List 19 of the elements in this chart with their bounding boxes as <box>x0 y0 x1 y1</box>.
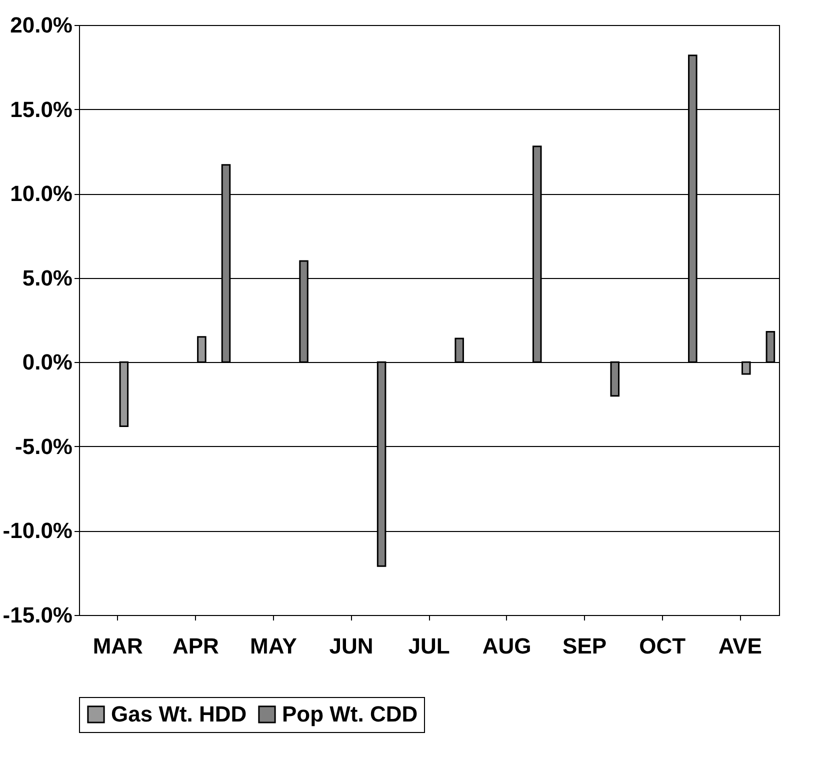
x-tick-label: MAY <box>250 634 298 658</box>
x-tick-label: AVE <box>718 634 762 658</box>
y-tick-label: -10.0% <box>2 518 72 544</box>
x-tick-label: AUG <box>482 634 532 658</box>
x-tick-label: MAR <box>92 634 144 658</box>
y-tick-label: -15.0% <box>2 602 72 628</box>
y-tick-label: -5.0% <box>15 434 72 459</box>
x-tick-label: JUN <box>329 634 374 658</box>
y-tick-label: 15.0% <box>10 96 72 122</box>
x-tick-label: OCT <box>639 634 686 658</box>
x-tick-label: SEP <box>562 634 607 658</box>
y-tick-label: 20.0% <box>10 12 72 38</box>
legend-label: Gas Wt. HDD <box>111 701 247 726</box>
y-tick-label: 0.0% <box>22 350 72 375</box>
x-tick-label: APR <box>172 634 219 658</box>
legend-label: Pop Wt. CDD <box>282 701 418 726</box>
x-tick-label: JUL <box>408 634 450 658</box>
y-tick-label: 5.0% <box>22 265 72 290</box>
y-tick-label: 10.0% <box>10 181 72 206</box>
